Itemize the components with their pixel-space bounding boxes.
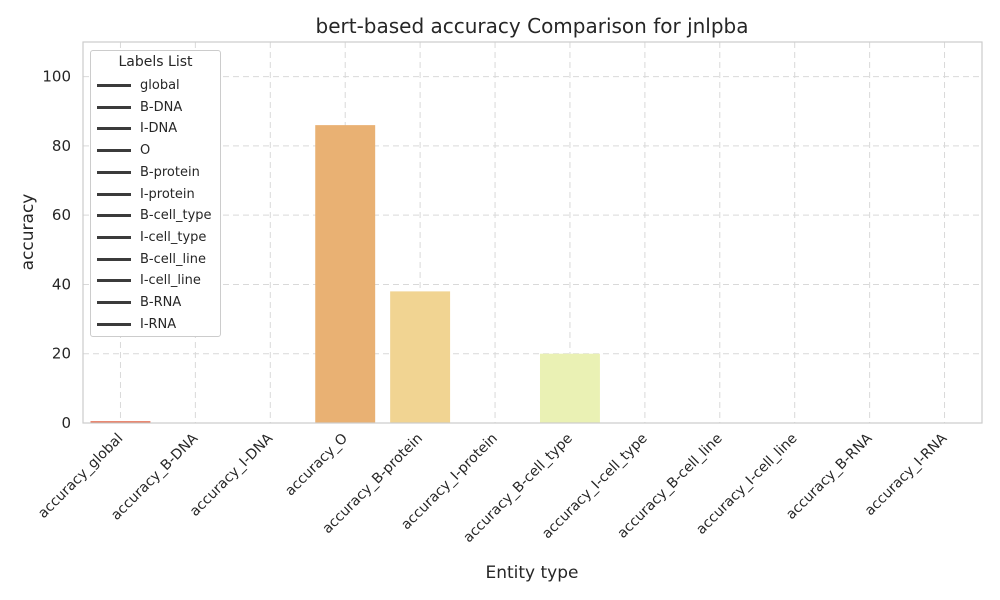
legend-item: B-protein <box>97 164 217 182</box>
legend-line-swatch <box>97 322 131 326</box>
x-tick-label: accuracy_I-DNA <box>187 430 277 520</box>
legend-label: O <box>140 143 151 159</box>
y-tick-label: 60 <box>52 206 71 224</box>
legend-label: I-cell_line <box>140 273 201 289</box>
x-tick-label: accuracy_I-RNA <box>862 430 951 519</box>
y-tick-label: 20 <box>52 345 71 363</box>
legend-item: I-RNA <box>97 316 217 334</box>
y-tick-label: 40 <box>52 275 71 293</box>
plot-frame <box>82 41 983 424</box>
legend-title: Labels List <box>118 54 193 70</box>
legend-label: global <box>140 78 180 93</box>
chart-title: bert-based accuracy Comparison for jnlpb… <box>316 14 749 38</box>
legend-line-swatch <box>97 301 131 304</box>
y-tick-label: 80 <box>52 137 71 155</box>
legend-item: I-cell_line <box>97 272 217 290</box>
legend-line-swatch <box>97 84 131 87</box>
y-tick-label: 0 <box>61 414 71 432</box>
legend-line-swatch <box>97 257 131 261</box>
legend-line-swatch <box>97 105 131 109</box>
legend-label: I-DNA <box>140 121 178 137</box>
legend-item: I-cell_type <box>97 229 217 247</box>
legend-label: B-RNA <box>140 295 182 310</box>
legend-label: I-RNA <box>140 316 177 332</box>
bar-B-cell_type[interactable] <box>539 353 600 423</box>
x-tick: accuracy_I-DNA <box>187 430 277 520</box>
legend-line-swatch <box>97 235 131 239</box>
legend-line-swatch <box>97 192 131 196</box>
legend-line-swatch <box>97 214 131 218</box>
x-axis-label: Entity type <box>485 563 578 583</box>
legend-label: B-DNA <box>140 99 183 115</box>
y-tick-labels: 0 20 40 60 80 100 <box>42 68 71 432</box>
legend-item: B-RNA <box>97 294 217 312</box>
x-tick-label: accuracy_O <box>282 431 351 500</box>
legend-item: B-cell_line <box>97 251 217 269</box>
legend-line-swatch <box>97 170 131 174</box>
legend-label: B-cell_type <box>140 208 212 224</box>
legend-item: B-DNA <box>97 99 217 117</box>
legend: Labels List global B-DNA I-DNA O B-protein I-… <box>90 50 221 337</box>
y-tick-label: 100 <box>42 68 71 86</box>
legend-item: O <box>97 142 217 160</box>
legend-label: I-cell_type <box>140 229 207 245</box>
x-tick-labels: accuracy_globalaccuracy_B-DNAaccuracy_I-… <box>35 430 951 546</box>
x-tick: accuracy_I-RNA <box>862 430 951 519</box>
legend-label: B-protein <box>140 164 200 180</box>
bar-O[interactable] <box>315 125 376 424</box>
legend-line-swatch <box>97 149 131 153</box>
legend-line-swatch <box>97 279 131 283</box>
legend-label: B-cell_line <box>140 251 206 267</box>
bar-B-protein[interactable] <box>390 291 451 423</box>
legend-line-swatch <box>97 127 131 131</box>
legend-label: I-protein <box>140 186 195 202</box>
bar-layer <box>90 125 600 424</box>
legend-item: I-protein <box>97 186 217 204</box>
y-axis-label: accuracy <box>18 194 38 271</box>
x-tick: accuracy_O <box>282 431 351 500</box>
bar-global[interactable] <box>90 421 151 423</box>
legend-item: global <box>97 77 217 95</box>
legend-item: I-DNA <box>97 120 217 138</box>
legend-item: B-cell_type <box>97 207 217 225</box>
